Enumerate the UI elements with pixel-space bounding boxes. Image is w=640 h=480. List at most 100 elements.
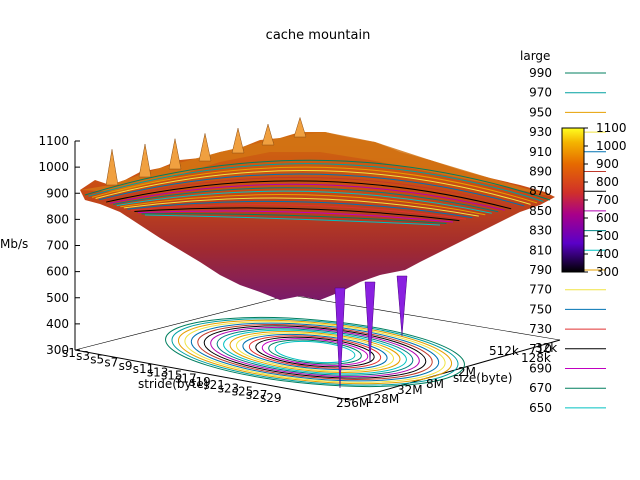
floor-contour-line	[165, 317, 465, 387]
surface-spike	[105, 149, 119, 186]
y-tick-label: 8M	[426, 377, 444, 391]
x-tick-label: s25	[232, 385, 254, 399]
z-tick-labels: 300 400 500 600 700 800 900 1000 1100	[38, 134, 80, 357]
surface-contour-line	[98, 173, 525, 207]
legend-label: 930	[529, 125, 552, 139]
color-box-gradient	[561, 127, 585, 273]
surface-contour-line	[109, 183, 505, 211]
x-tick-label: s3	[76, 349, 90, 363]
surface-spike	[231, 128, 245, 154]
legend-label: 750	[529, 302, 552, 316]
z-tick-label: 500	[46, 291, 69, 305]
floor-contour-line	[177, 319, 453, 385]
x-tick-label: s11	[133, 362, 155, 376]
z-tick-label: 800	[46, 212, 69, 226]
surface-plot	[80, 116, 555, 389]
color-box: 300 400 500 600 700 800 900 1000 1100	[561, 121, 627, 279]
floor-contour-line	[229, 331, 401, 373]
surface-spike	[138, 143, 152, 178]
legend-label: 990	[529, 66, 552, 80]
floor-back-y	[289, 294, 561, 341]
floor-contour-line	[216, 328, 414, 376]
legend-title: large	[520, 49, 550, 63]
floor-contour-line	[274, 340, 356, 364]
x-tick-label: s15	[161, 369, 183, 383]
z-tick-label: 1000	[38, 160, 69, 174]
z-tick-label: 600	[46, 265, 69, 279]
x-tick-label: s9	[119, 359, 133, 373]
surface-contour-line	[84, 159, 551, 201]
floor-back-x	[74, 294, 291, 351]
floor-contour-line	[261, 338, 369, 366]
surface-contour-line	[137, 210, 453, 223]
surface-contour-line	[130, 204, 466, 220]
surface-spike	[168, 138, 182, 170]
surface-dips	[334, 275, 408, 389]
surface-contour-line	[127, 200, 473, 219]
surface-contours	[84, 159, 551, 226]
x-tick-label: s1	[62, 346, 76, 360]
y-tick-label: 2M	[458, 365, 476, 379]
x-tick-label: s19	[189, 375, 211, 389]
x-tick-label: s5	[90, 352, 104, 366]
z-tick-label: 700	[46, 239, 69, 253]
x-tick-label: s23	[218, 381, 240, 395]
floor-contour-line	[268, 339, 362, 365]
legend-label: 790	[529, 263, 552, 277]
surface-contour-line	[116, 190, 492, 214]
legend-label: 850	[529, 204, 552, 218]
floor-contour-line	[223, 329, 407, 375]
y-tick-label: 32M	[397, 383, 423, 397]
z-axis-label: Mb/s	[0, 237, 28, 251]
x-tick-label: s17	[175, 372, 197, 386]
surface-contour-line	[106, 180, 512, 210]
surface-spike	[198, 133, 212, 162]
surface-contour-line	[123, 197, 479, 217]
surface-contour-line	[134, 207, 460, 222]
colorbox-tick-label: 500	[596, 229, 619, 243]
x-axis-label: stride(byte)	[138, 377, 208, 391]
floor-edge-x	[74, 349, 351, 401]
legend-label: 870	[529, 184, 552, 198]
x-tick-label: s29	[260, 391, 282, 405]
y-tick-label: 128M	[366, 392, 399, 406]
surface-contour-line	[144, 214, 441, 226]
legend-label: 690	[529, 362, 552, 376]
floor-contour-line	[197, 324, 433, 380]
colorbox-tick-label: 1100	[596, 121, 627, 135]
colorbox-tick-label: 700	[596, 193, 619, 207]
surface-spike	[293, 116, 307, 138]
legend-label: 950	[529, 105, 552, 119]
floor-contour-line	[190, 322, 440, 382]
legend-label: 830	[529, 224, 552, 238]
legend-label: 650	[529, 401, 552, 415]
y-tick-label: 256M	[336, 396, 369, 410]
y-tick-label: 32k	[535, 341, 557, 355]
colorbox-tick-label: 400	[596, 247, 619, 261]
surface-contour-line	[113, 187, 499, 213]
floor-contour-line	[248, 335, 382, 369]
surface-dip	[334, 287, 346, 389]
surface-spikes	[105, 116, 307, 186]
colorbox-tick-label: 1000	[596, 139, 627, 153]
floor-contours	[165, 317, 465, 387]
floor-contour-line	[235, 332, 395, 372]
floor-contour-line	[242, 333, 388, 371]
surface-dip	[364, 281, 376, 363]
colorbox-tick-label: 900	[596, 157, 619, 171]
legend-label: 670	[529, 381, 552, 395]
colorbox-tick-label: 600	[596, 211, 619, 225]
legend-label: 710	[529, 342, 552, 356]
surface-contour-line	[141, 213, 447, 225]
surface-contour-line	[102, 176, 518, 208]
y-tick-label: 128k	[521, 351, 551, 365]
surface-contour-line	[91, 166, 538, 204]
floor-contour-line	[203, 325, 427, 379]
floor-contour-line	[255, 336, 375, 368]
floor-contour-line	[184, 321, 446, 383]
x-tick-label: s27	[246, 388, 268, 402]
surface-contour-line	[95, 170, 531, 205]
